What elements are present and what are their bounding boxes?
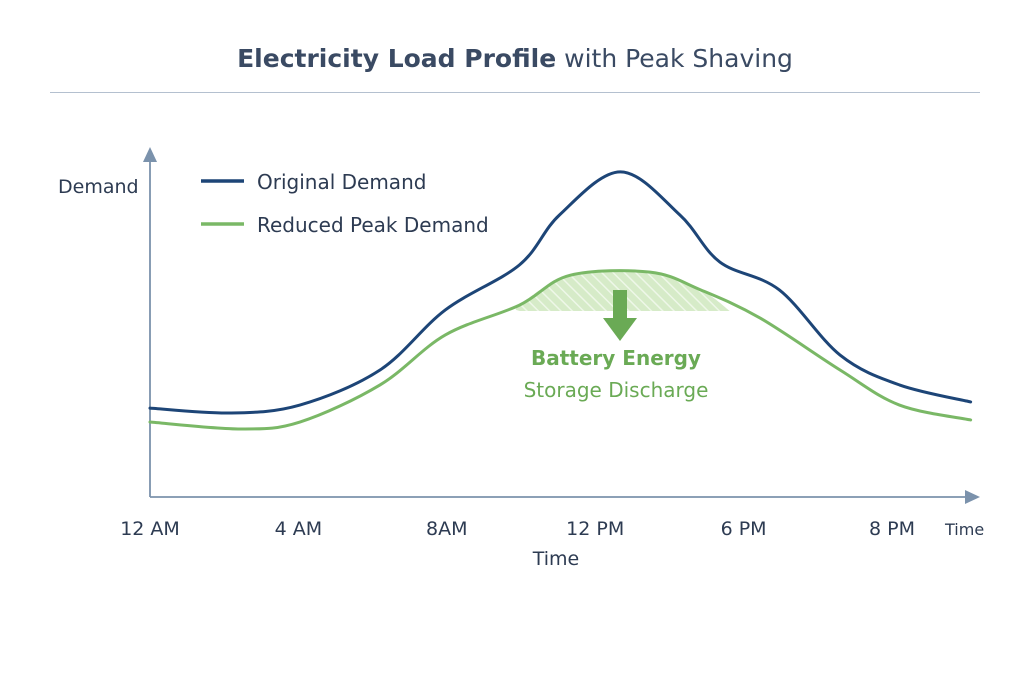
legend-label-reduced: Reduced Peak Demand	[257, 213, 489, 237]
x-axis-end-label: Time	[944, 520, 984, 539]
axes	[143, 147, 980, 504]
x-tick-label: 6 PM	[721, 518, 767, 540]
annotation-line-2: Storage Discharge	[524, 378, 709, 402]
chart-title-rest: with Peak Shaving	[556, 44, 793, 73]
x-tick-label: 12 PM	[566, 518, 624, 540]
y-axis-arrow-icon	[143, 147, 157, 162]
x-tick-label: 8 PM	[869, 518, 915, 540]
y-axis-label: Demand	[58, 176, 139, 198]
reduced-peak-demand-line	[148, 269, 973, 431]
x-tick-label: 8AM	[426, 518, 467, 540]
chart-title: Electricity Load Profile with Peak Shavi…	[0, 44, 1030, 73]
x-axis-arrow-icon	[965, 490, 980, 504]
x-tick-label: 4 AM	[275, 518, 323, 540]
legend: Original Demand Reduced Peak Demand	[201, 170, 489, 237]
x-axis-label: Time	[532, 548, 580, 570]
discharge-arrow-icon	[603, 290, 637, 341]
annotation-line-1: Battery Energy	[531, 346, 701, 370]
legend-label-original: Original Demand	[257, 170, 426, 194]
original-demand-line	[148, 170, 973, 415]
title-divider	[50, 92, 980, 93]
chart-title-bold: Electricity Load Profile	[237, 44, 557, 73]
x-tick-label: 12 AM	[120, 518, 180, 540]
